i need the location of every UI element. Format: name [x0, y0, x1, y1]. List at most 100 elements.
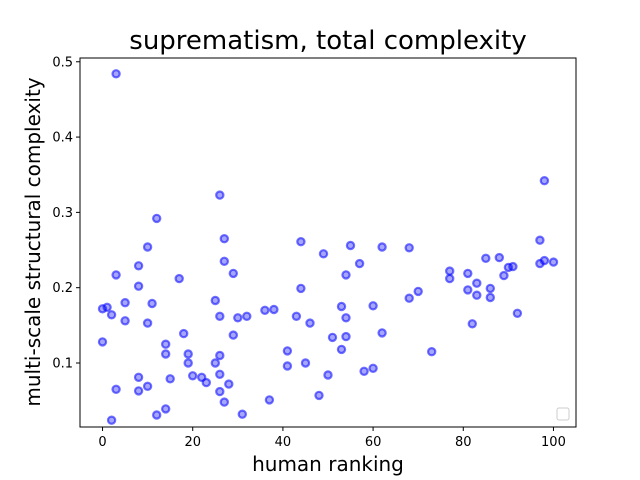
data-point-57	[314, 390, 324, 401]
data-point-91	[512, 308, 523, 318]
data-point-26	[183, 349, 193, 359]
data-point-77	[445, 266, 455, 276]
data-point-50	[282, 346, 293, 356]
data-point-68	[359, 366, 369, 376]
data-point-76	[427, 347, 437, 357]
data-point-18	[151, 213, 162, 224]
data-point-80	[463, 285, 473, 295]
x-tick-label-60: 60	[365, 435, 382, 450]
data-point-75	[413, 286, 423, 297]
data-point-59	[323, 370, 333, 380]
data-point-81	[467, 319, 477, 329]
data-point-33	[215, 190, 225, 200]
data-point-6	[111, 270, 121, 280]
data-point-2	[102, 302, 112, 312]
data-point-51	[282, 361, 293, 371]
data-point-65	[341, 331, 351, 342]
data-point-84	[481, 253, 491, 263]
data-point-3	[106, 310, 117, 320]
data-point-24	[174, 273, 184, 284]
data-point-94	[539, 175, 550, 186]
data-point-83	[472, 290, 482, 300]
data-point-9	[120, 316, 130, 326]
data-point-60	[327, 332, 338, 343]
data-point-67	[354, 258, 365, 269]
y-axis: 0.1 0.2 0.3 0.4 0.5	[52, 55, 80, 371]
y-tick-label-0.3: 0.3	[52, 206, 73, 221]
data-point-85	[485, 283, 495, 294]
data-point-27	[183, 358, 193, 368]
data-point-39	[219, 256, 229, 266]
data-point-12	[133, 372, 144, 382]
data-point-5	[111, 69, 121, 79]
data-point-61	[336, 301, 347, 312]
data-point-4	[106, 415, 117, 425]
y-axis-label: multi-scale structural complexity	[21, 77, 45, 406]
y-tick-label-0.2: 0.2	[52, 281, 73, 296]
x-tick-label-20: 20	[184, 435, 201, 450]
data-point-8	[120, 298, 130, 308]
data-point-20	[160, 339, 171, 349]
data-point-1	[97, 337, 108, 347]
data-point-90	[508, 261, 518, 272]
data-point-73	[404, 243, 414, 253]
data-point-95	[539, 255, 550, 266]
data-point-92	[535, 235, 545, 245]
data-point-53	[296, 236, 306, 247]
data-point-31	[210, 295, 220, 306]
data-point-66	[345, 240, 356, 251]
data-point-19	[151, 410, 162, 420]
data-point-30	[201, 377, 211, 388]
y-tick-label-0.1: 0.1	[52, 356, 73, 371]
data-point-17	[147, 298, 157, 309]
data-point-11	[133, 281, 144, 291]
data-point-14	[142, 242, 153, 252]
data-point-42	[228, 268, 238, 279]
data-point-96	[548, 257, 559, 267]
plot-frame	[79, 57, 577, 428]
data-point-52	[291, 311, 302, 321]
data-point-79	[463, 268, 473, 279]
data-point-25	[178, 328, 189, 339]
data-point-74	[404, 293, 414, 303]
data-point-88	[499, 270, 509, 281]
x-axis: 0 20 40 60 80 100	[98, 427, 566, 450]
y-tick-label-0.5: 0.5	[52, 55, 73, 70]
data-point-34	[215, 311, 225, 321]
data-point-69	[368, 301, 378, 311]
data-point-23	[165, 374, 175, 384]
data-point-40	[219, 397, 229, 407]
data-point-37	[215, 386, 225, 397]
x-tick-label-100: 100	[541, 435, 566, 450]
data-point-38	[219, 233, 229, 244]
data-point-54	[296, 283, 306, 294]
x-tick-label-80: 80	[455, 435, 472, 450]
data-point-43	[228, 330, 238, 340]
data-point-10	[133, 261, 144, 271]
data-point-32	[210, 358, 220, 368]
data-point-21	[160, 349, 171, 359]
data-point-63	[341, 270, 351, 280]
chart-title: suprematism, total complexity	[129, 26, 526, 56]
data-points	[97, 69, 559, 425]
y-tick-label-0.4: 0.4	[52, 131, 73, 146]
data-point-86	[485, 292, 495, 303]
data-point-62	[336, 344, 347, 355]
data-point-45	[237, 409, 247, 419]
data-point-28	[187, 371, 198, 381]
data-point-72	[377, 328, 387, 338]
data-point-64	[341, 313, 351, 323]
data-point-46	[242, 311, 252, 321]
data-point-47	[260, 305, 270, 315]
data-point-13	[133, 386, 144, 396]
data-point-7	[111, 384, 121, 394]
legend-box	[556, 407, 570, 421]
data-point-41	[224, 379, 234, 389]
data-point-55	[300, 358, 311, 368]
data-point-16	[142, 381, 153, 391]
data-point-35	[215, 350, 225, 361]
data-point-87	[494, 252, 504, 263]
data-point-49	[269, 304, 279, 315]
data-point-36	[215, 369, 225, 379]
